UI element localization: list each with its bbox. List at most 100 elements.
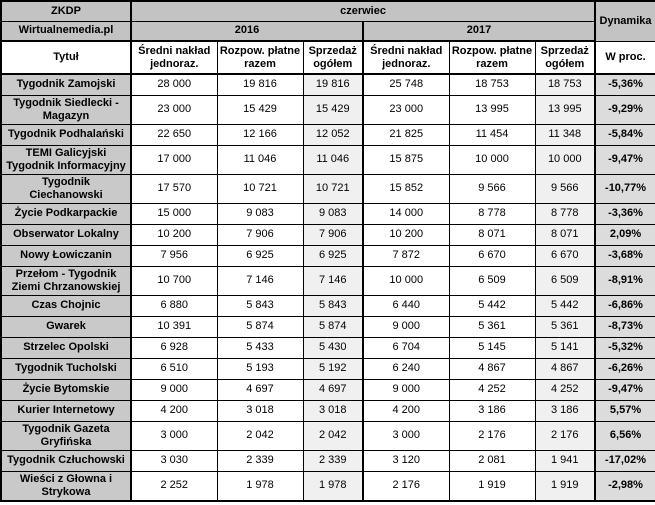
total-sales-2017-cell: 5 141: [534, 336, 597, 359]
title-cell: Życie Bytomskie: [0, 378, 132, 401]
org-label: ZKDP: [0, 0, 132, 22]
total-sales-2016-cell: 5 430: [302, 336, 364, 359]
title-cell: Tygodnik Zamojski: [0, 73, 132, 96]
total-sales-2017-cell: 5 442: [534, 294, 597, 317]
paid-dist-2017-cell: 5 145: [448, 336, 536, 359]
total-sales-2017-cell: 8 778: [534, 202, 597, 225]
table-row: Tygodnik Ciechanowski 17 570 10 721 10 721 1…: [0, 173, 655, 204]
avg-print-2017-cell: 15 875: [362, 144, 450, 175]
dynamics-cell: -3,68%: [594, 244, 655, 267]
total-sales-2016-header: Sprzedaż ogółem: [302, 40, 364, 75]
paid-dist-2016-cell: 4 697: [216, 378, 304, 401]
table-row: Gwarek 10 391 5 874 5 874 9 000 5 361 5 361 -8,…: [0, 315, 655, 338]
paid-dist-2016-cell: 12 166: [216, 123, 304, 146]
paid-dist-2017-cell: 1 919: [448, 470, 536, 501]
title-cell: Tygodnik Ciechanowski: [0, 173, 132, 204]
title-cell: Nowy Łowiczanin: [0, 244, 132, 267]
paid-dist-2017-cell: 5 442: [448, 294, 536, 317]
paid-dist-2016-cell: 1 978: [216, 470, 304, 501]
total-sales-2017-cell: 1 919: [534, 470, 597, 501]
total-sales-2016-cell: 5 874: [302, 315, 364, 338]
dynamics-cell: -9,47%: [594, 378, 655, 401]
paid-dist-2016-cell: 7 146: [216, 265, 304, 296]
avg-print-2017-cell: 6 704: [362, 336, 450, 359]
table-row: Życie Bytomskie 9 000 4 697 4 697 9 000 4 252…: [0, 378, 655, 401]
avg-print-2017-cell: 23 000: [362, 94, 450, 125]
avg-print-2016-cell: 3 000: [130, 420, 218, 451]
paid-dist-2016-cell: 3 018: [216, 399, 304, 422]
table-row: Tygodnik Zamojski 28 000 19 816 19 816 25 74…: [0, 73, 655, 96]
avg-print-2017-cell: 15 852: [362, 173, 450, 204]
avg-print-2017-cell: 10 200: [362, 223, 450, 246]
table-row: Wieści z Głowna i Strykowa 2 252 1 978 1 97…: [0, 470, 655, 501]
paid-dist-2017-cell: 8 778: [448, 202, 536, 225]
paid-dist-2016-cell: 6 925: [216, 244, 304, 267]
paid-dist-2017-cell: 5 361: [448, 315, 536, 338]
table-body: Tygodnik Zamojski 28 000 19 816 19 816 25 74…: [0, 73, 655, 501]
header-row-metrics: Tytuł Średni nakład jednoraz. Rozpow. pł…: [0, 40, 655, 75]
avg-print-2016-cell: 17 570: [130, 173, 218, 204]
paid-dist-2016-cell: 5 433: [216, 336, 304, 359]
paid-dist-2017-cell: 3 186: [448, 399, 536, 422]
dynamics-cell: -6,86%: [594, 294, 655, 317]
paid-dist-2016-cell: 5 193: [216, 357, 304, 380]
total-sales-2016-cell: 4 697: [302, 378, 364, 401]
avg-print-2016-cell: 2 252: [130, 470, 218, 501]
dynamics-cell: -6,26%: [594, 357, 655, 380]
dynamics-cell: -5,36%: [594, 73, 655, 96]
paid-dist-2017-cell: 8 071: [448, 223, 536, 246]
total-sales-2017-cell: 6 509: [534, 265, 597, 296]
dynamics-cell: 2,09%: [594, 223, 655, 246]
total-sales-2017-cell: 4 252: [534, 378, 597, 401]
avg-print-2016-cell: 7 956: [130, 244, 218, 267]
title-column-header: Tytuł: [0, 40, 132, 75]
paid-dist-2017-cell: 2 081: [448, 449, 536, 472]
percent-column-header: W proc.: [594, 40, 655, 75]
paid-dist-2016-cell: 7 906: [216, 223, 304, 246]
table-row: TEMI Galicyjski Tygodnik Informacyjny 17 …: [0, 144, 655, 175]
paid-dist-2017-cell: 13 995: [448, 94, 536, 125]
paid-dist-2016-cell: 9 083: [216, 202, 304, 225]
source-label: Wirtualnemedia.pl: [0, 20, 132, 42]
avg-print-2017-cell: 6 240: [362, 357, 450, 380]
total-sales-2017-cell: 10 000: [534, 144, 597, 175]
total-sales-2016-cell: 5 843: [302, 294, 364, 317]
total-sales-2016-cell: 10 721: [302, 173, 364, 204]
title-cell: TEMI Galicyjski Tygodnik Informacyjny: [0, 144, 132, 175]
total-sales-2016-cell: 12 052: [302, 123, 364, 146]
total-sales-2017-cell: 6 670: [534, 244, 597, 267]
dynamics-cell: -9,47%: [594, 144, 655, 175]
title-cell: Tygodnik Siedlecki - Magazyn: [0, 94, 132, 125]
total-sales-2016-cell: 2 042: [302, 420, 364, 451]
table-row: Tygodnik Siedlecki - Magazyn 23 000 15 429…: [0, 94, 655, 125]
dynamics-header: Dynamika: [594, 0, 655, 42]
avg-print-2016-cell: 10 700: [130, 265, 218, 296]
avg-print-2017-cell: 4 200: [362, 399, 450, 422]
paid-dist-2016-cell: 19 816: [216, 73, 304, 96]
avg-print-2017-cell: 14 000: [362, 202, 450, 225]
total-sales-2016-cell: 1 978: [302, 470, 364, 501]
avg-print-2016-cell: 6 928: [130, 336, 218, 359]
paid-dist-2017-cell: 10 000: [448, 144, 536, 175]
title-cell: Czas Chojnic: [0, 294, 132, 317]
avg-print-2017-cell: 6 440: [362, 294, 450, 317]
avg-print-2017-cell: 3 000: [362, 420, 450, 451]
paid-dist-2016-cell: 10 721: [216, 173, 304, 204]
avg-print-2017-header: Średni nakład jednoraz.: [362, 40, 450, 75]
total-sales-2017-cell: 11 348: [534, 123, 597, 146]
paid-dist-2017-cell: 18 753: [448, 73, 536, 96]
title-cell: Wieści z Głowna i Strykowa: [0, 470, 132, 501]
avg-print-2017-cell: 9 000: [362, 315, 450, 338]
total-sales-2016-cell: 11 046: [302, 144, 364, 175]
header-row-years: Wirtualnemedia.pl 2016 2017: [0, 20, 655, 42]
avg-print-2017-cell: 2 176: [362, 470, 450, 501]
table-row: Nowy Łowiczanin 7 956 6 925 6 925 7 872 6 670…: [0, 244, 655, 267]
paid-dist-2017-cell: 6 509: [448, 265, 536, 296]
table-row: Kurier Internetowy 4 200 3 018 3 018 4 200 3 …: [0, 399, 655, 422]
paid-dist-2016-cell: 15 429: [216, 94, 304, 125]
title-cell: Tygodnik Tucholski: [0, 357, 132, 380]
avg-print-2016-cell: 4 200: [130, 399, 218, 422]
dynamics-cell: 6,56%: [594, 420, 655, 451]
avg-print-2016-cell: 9 000: [130, 378, 218, 401]
paid-dist-2016-cell: 2 042: [216, 420, 304, 451]
